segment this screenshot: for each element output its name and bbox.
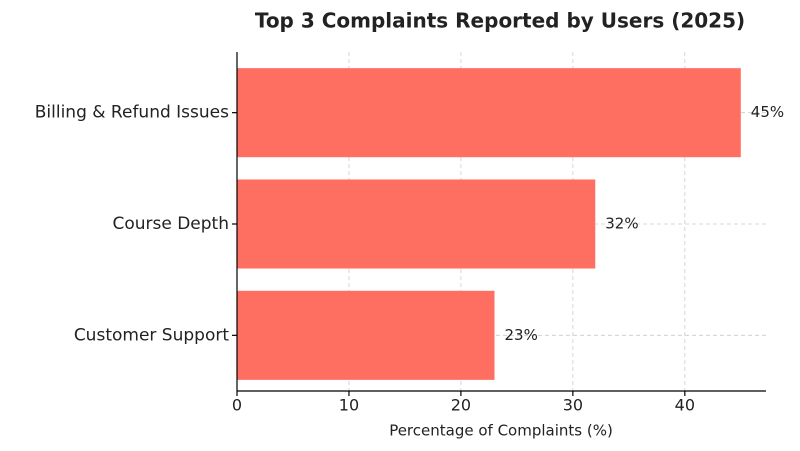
bar bbox=[237, 290, 495, 380]
chart-title: Top 3 Complaints Reported by Users (2025… bbox=[255, 9, 745, 33]
x-tick-label: 10 bbox=[339, 396, 359, 415]
y-tick-label: Course Depth bbox=[112, 214, 229, 234]
bar bbox=[237, 179, 596, 269]
x-axis-label: Percentage of Complaints (%) bbox=[389, 422, 613, 440]
x-tick-label: 20 bbox=[451, 396, 471, 415]
value-label: 45% bbox=[751, 103, 784, 121]
y-tick-label: Billing & Refund Issues bbox=[35, 103, 229, 123]
bar bbox=[237, 68, 741, 158]
x-tick-label: 40 bbox=[675, 396, 695, 415]
value-label: 23% bbox=[505, 326, 538, 344]
x-tick-label: 0 bbox=[232, 396, 242, 415]
value-label: 32% bbox=[605, 215, 638, 233]
y-tick-label: Customer Support bbox=[74, 325, 230, 345]
x-tick-label: 30 bbox=[563, 396, 583, 415]
